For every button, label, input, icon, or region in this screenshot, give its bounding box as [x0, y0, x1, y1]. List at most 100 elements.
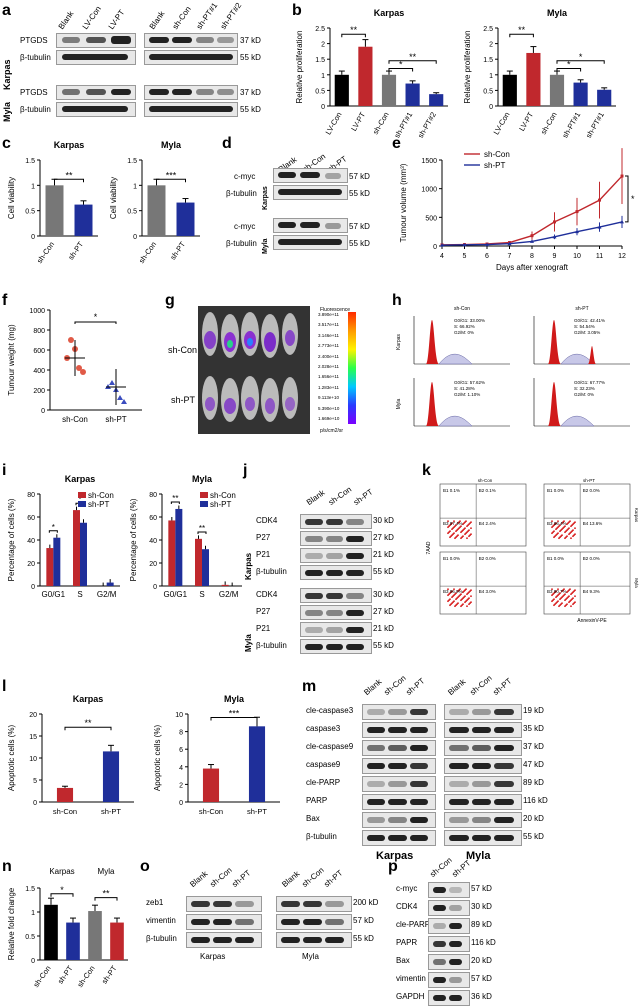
scale-value: 2.400e+11: [318, 353, 340, 359]
event-dot: [451, 596, 453, 599]
western-blot: [444, 776, 522, 792]
protein-band: [494, 781, 514, 787]
western-blot: [444, 722, 522, 738]
event-dot: [568, 601, 570, 604]
event-dot: [462, 591, 464, 594]
protein-band: [433, 941, 446, 947]
size-label: 20 kD: [523, 814, 544, 823]
row-label: P27: [256, 607, 271, 616]
panel-label-h: h: [392, 292, 402, 309]
western-blot: [362, 758, 436, 774]
protein-band: [346, 592, 364, 599]
size-label: 35 kD: [523, 724, 544, 733]
bar: [549, 74, 565, 106]
event-dot: [457, 590, 459, 593]
significance-bracket: [388, 60, 437, 64]
data-point: [485, 242, 489, 247]
bar: [74, 204, 93, 236]
event-dot: [570, 525, 572, 528]
chart-i-myla: Myla 0 20 40 60 80 Percentage of cells (%) G0/G…: [129, 474, 242, 599]
event-dot: [447, 520, 449, 523]
protein-band: [213, 937, 232, 943]
size-label: 55 kD: [240, 53, 261, 62]
y-tick-label: 15: [29, 734, 37, 741]
lane-label: LV-Con: [80, 4, 103, 32]
bar: [44, 904, 58, 960]
data-point: [620, 174, 624, 178]
event-dot: [460, 531, 462, 534]
facs-plot: [543, 551, 631, 615]
protein-band: [305, 626, 323, 633]
western-blot: [300, 531, 372, 546]
y-tick-label: 1000: [29, 308, 45, 315]
event-dot: [464, 601, 466, 604]
size-label: 116 kD: [523, 796, 548, 805]
lane-label: sh-PT: [351, 487, 375, 507]
event-dot: [564, 599, 566, 602]
row-label: cle-PARP: [396, 920, 431, 929]
protein-band: [449, 763, 469, 769]
western-blot: [444, 758, 522, 774]
lane-label: Blank: [56, 9, 76, 32]
western-blot: [428, 990, 470, 1006]
significance-marker: ***: [229, 709, 240, 719]
chart-b-karpas: Karpas 0 0.5 1 1.5 2 2.5 Relative proliferation…: [295, 8, 448, 140]
y-tick-label: 0: [41, 408, 45, 415]
bioluminescence-image: [198, 306, 310, 434]
bar: [597, 89, 612, 106]
phase-stat: G2/M: 3.05%: [574, 330, 600, 335]
legend-label: sh-PT: [88, 500, 109, 509]
western-blot: [300, 565, 372, 580]
y-tick-label: 2.5: [483, 26, 493, 33]
size-label: 20 kD: [471, 956, 492, 965]
facs-plot: [543, 483, 631, 547]
y-tick-label: 1000: [421, 187, 437, 194]
western-blot: [300, 639, 372, 654]
x-tick-label: sh-Con: [539, 111, 559, 136]
data-point: [598, 198, 601, 202]
panel-label-n: n: [2, 858, 12, 875]
legend-label: sh-Con: [210, 491, 236, 500]
event-dot: [574, 595, 576, 598]
size-label: 19 kD: [523, 706, 544, 715]
protein-band: [471, 817, 492, 823]
significance-bracket: [210, 717, 258, 721]
protein-band: [409, 799, 428, 805]
y-tick-label: 0: [433, 244, 437, 251]
western-blot: [444, 740, 522, 756]
protein-band: [213, 901, 232, 907]
bar: [168, 520, 176, 586]
protein-band: [305, 569, 323, 576]
data-point: [597, 225, 602, 229]
y-axis-label: Cell viability: [7, 177, 16, 219]
bar: [147, 185, 166, 236]
protein-band: [388, 709, 407, 715]
protein-band: [471, 763, 492, 769]
event-dot: [447, 594, 449, 597]
y-tick-label: 1500: [421, 158, 437, 165]
event-dot: [553, 604, 555, 607]
lane-label: Blank: [446, 677, 468, 697]
quadrant-label: B1 0.0%: [443, 556, 460, 561]
significance-marker: **: [350, 25, 358, 35]
significance-bracket: [94, 897, 118, 901]
event-dot: [454, 537, 456, 540]
western-blot: [273, 235, 348, 250]
protein-band: [367, 799, 386, 805]
column-label: sh-PT: [575, 306, 588, 312]
x-tick-label: G2/M: [219, 590, 239, 599]
protein-band: [281, 919, 300, 925]
x-tick-label: G0/G1: [42, 590, 66, 599]
western-blot: [144, 33, 238, 48]
chart-i-karpas: Karpas 0 20 40 60 80 Percentage of cells (%) G0…: [7, 474, 120, 599]
phase-stat: G0/G1: 33.00%: [454, 318, 485, 323]
y-tick-label: 200: [33, 388, 45, 395]
data-point: [109, 380, 115, 385]
western-blot: [444, 794, 522, 810]
protein-band: [235, 919, 254, 925]
bar: [526, 52, 541, 106]
y-tick-label: 0: [31, 234, 35, 241]
x-tick-label: sh-PT#1: [584, 111, 606, 140]
significance-bracket: [48, 530, 58, 533]
protein-band: [305, 535, 323, 542]
